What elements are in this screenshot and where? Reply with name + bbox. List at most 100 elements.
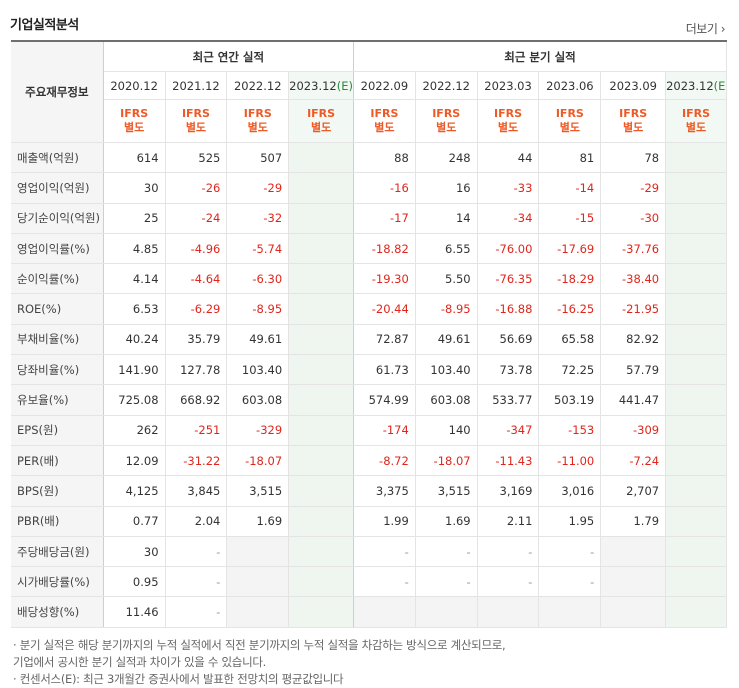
- value-cell: -21.95: [600, 293, 667, 325]
- value-cell: -: [538, 566, 602, 598]
- period-date: 2022.12: [233, 78, 282, 93]
- value-cell: 72.25: [538, 354, 602, 386]
- estimate-cell: [665, 445, 727, 477]
- value-cell: 603.08: [226, 384, 290, 416]
- ifrs-label: IFRS: [181, 107, 210, 120]
- row-label: 매출액(억원): [11, 142, 104, 174]
- period-date: 2023.09: [609, 78, 657, 93]
- period-date: 2023.12: [289, 78, 337, 93]
- table-row: 유보율(%) 725.08 668.92 603.08 574.99 603.08 533.…: [11, 384, 727, 416]
- empty-cell: [477, 596, 540, 628]
- estimate-cell: [665, 323, 727, 356]
- value-cell: 4.14: [103, 263, 166, 295]
- value-cell: 61.73: [353, 354, 416, 386]
- value-cell: 668.92: [165, 384, 228, 416]
- value-cell: 82.92: [600, 323, 667, 356]
- estimate-cell: [288, 506, 354, 537]
- value-cell: -26: [165, 172, 228, 204]
- table-row: 배당성향(%) 11.46-: [11, 596, 727, 628]
- value-cell: 35.79: [165, 323, 228, 356]
- estimate-cell: [288, 384, 354, 416]
- value-cell: -174: [353, 414, 416, 446]
- value-cell: 0.77: [103, 506, 166, 537]
- table-row: 순이익률(%) 4.14 -4.64 -6.30 -19.30 5.50 -76.35 -18…: [11, 263, 727, 295]
- row-label: 당기순이익(억원): [11, 203, 104, 234]
- estimate-cell: [665, 354, 727, 386]
- footnote: 기업에서 공시한 분기 실적과 차이가 있을 수 있습니다.: [13, 655, 267, 669]
- estimate-cell: [665, 475, 727, 507]
- value-cell: -38.40: [600, 263, 667, 295]
- estimate-cell: [665, 263, 727, 295]
- value-cell: 16: [415, 172, 478, 204]
- ifrs-header: IFRS 별도: [165, 99, 228, 143]
- period-header: 2022.12: [226, 71, 290, 100]
- empty-cell: [600, 535, 667, 568]
- ifrs-header: IFRS 별도: [600, 99, 667, 143]
- ifrs-sublabel: 별도: [310, 121, 332, 134]
- value-cell: 574.99: [353, 384, 416, 416]
- value-cell: 1.99: [353, 506, 416, 537]
- value-cell: -: [353, 566, 416, 598]
- value-cell: 30: [103, 535, 166, 568]
- empty-cell: [600, 596, 667, 628]
- value-cell: -: [165, 535, 228, 568]
- value-cell: 72.87: [353, 323, 416, 356]
- value-cell: -8.95: [226, 293, 290, 325]
- period-date: 2022.09: [360, 78, 409, 93]
- table-row: 당좌비율(%) 141.90 127.78 103.40 61.73 103.40 73.7…: [11, 354, 727, 386]
- value-cell: -: [165, 596, 228, 628]
- value-cell: 88: [353, 142, 416, 174]
- value-cell: -251: [165, 414, 228, 446]
- value-cell: 140: [415, 414, 478, 446]
- period-header: 2022.09: [353, 71, 416, 100]
- table-row: PBR(배) 0.77 2.04 1.69 1.99 1.69 2.11 1.95 1.79: [11, 506, 727, 537]
- value-cell: 56.69: [477, 323, 540, 356]
- footnote: · 분기 실적은 해당 분기까지의 누적 실적에서 직전 분기까지의 누적 실적…: [13, 638, 506, 652]
- table-row: EPS(원) 262 -251 -329 -174 140 -347 -153 -309: [11, 414, 727, 446]
- ifrs-label: IFRS: [243, 107, 272, 120]
- estimate-cell: [288, 263, 354, 295]
- value-cell: -16.25: [538, 293, 602, 325]
- estimate-cell: [288, 172, 354, 204]
- row-label: EPS(원): [11, 414, 104, 446]
- row-label: PER(배): [11, 445, 104, 477]
- section-title: 기업실적분석: [10, 18, 79, 33]
- period-date: 2023.03: [484, 78, 532, 93]
- value-cell: -76.35: [477, 263, 540, 295]
- value-cell: 603.08: [415, 384, 478, 416]
- value-cell: 103.40: [226, 354, 290, 386]
- chevron-right-icon: ›: [717, 22, 726, 36]
- value-cell: -17.69: [538, 233, 602, 265]
- value-cell: 3,845: [165, 475, 228, 507]
- value-cell: -17: [353, 203, 416, 234]
- period-header: 2021.12: [165, 71, 228, 100]
- value-cell: 5.50: [415, 263, 478, 295]
- ifrs-header: IFRS 별도: [353, 99, 416, 143]
- estimate-cell: [288, 142, 354, 174]
- value-cell: 6.53: [103, 293, 166, 325]
- ifrs-label: IFRS: [432, 107, 461, 120]
- value-cell: 141.90: [103, 354, 166, 386]
- value-cell: -347: [477, 414, 540, 446]
- estimate-cell: [665, 506, 727, 537]
- value-cell: -16: [353, 172, 416, 204]
- value-cell: 49.61: [226, 323, 290, 356]
- ifrs-header: IFRS 별도: [288, 99, 354, 143]
- more-link[interactable]: 더보기 ›: [686, 20, 726, 37]
- period-date: 2023.12: [666, 78, 714, 93]
- empty-cell: [226, 535, 290, 568]
- value-cell: 525: [165, 142, 228, 174]
- estimate-cell: [288, 596, 354, 628]
- row-label: BPS(원): [11, 475, 104, 507]
- estimate-cell: [288, 566, 354, 598]
- empty-cell: [353, 596, 416, 628]
- estimate-cell: [665, 384, 727, 416]
- estimate-cell: [665, 596, 727, 628]
- value-cell: 533.77: [477, 384, 540, 416]
- value-cell: -18.82: [353, 233, 416, 265]
- value-cell: 725.08: [103, 384, 166, 416]
- estimate-cell: [665, 142, 727, 174]
- empty-cell: [415, 596, 478, 628]
- value-cell: 1.95: [538, 506, 602, 537]
- value-cell: 507: [226, 142, 290, 174]
